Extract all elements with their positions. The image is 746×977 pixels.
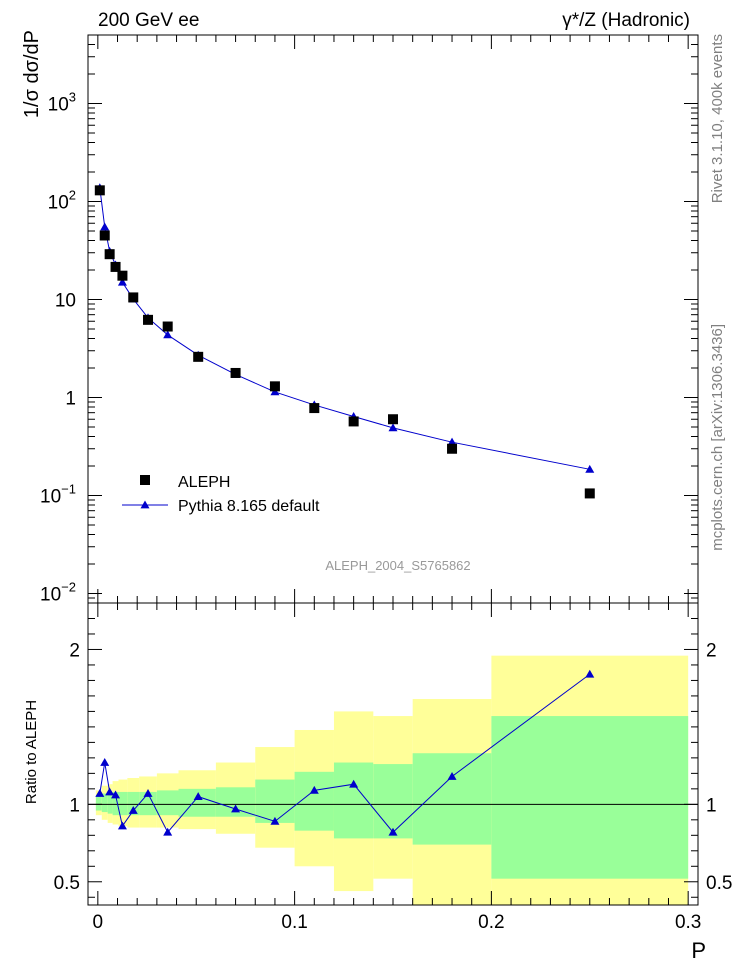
ratio-point [100, 758, 110, 766]
data-point [269, 381, 280, 392]
ratio-point [163, 827, 173, 836]
process-label: γ*/Z (Hadronic) [562, 10, 690, 31]
legend-marker-mc [140, 500, 150, 509]
energy-label: 200 GeV ee [98, 10, 199, 31]
ratio-point [349, 779, 359, 788]
mc-point [270, 387, 280, 396]
main-frame [87, 34, 699, 604]
legend-label-mc: Pythia 8.165 default [178, 498, 320, 515]
ratio-point [111, 790, 121, 799]
stat-uncertainty-band [127, 791, 140, 816]
ratio-point [117, 821, 127, 830]
data-point [128, 292, 139, 303]
stat-uncertainty-band [139, 791, 157, 816]
stat-uncertainty-band [156, 790, 179, 816]
mc-point [447, 437, 457, 446]
mc-point [388, 423, 398, 432]
main-y-axis-label: 1/σ dσ/dP [21, 30, 43, 118]
legend: ALEPH Pythia 8.165 default [122, 474, 320, 515]
legend-marker-data [140, 475, 150, 485]
data-point [348, 416, 359, 427]
analysis-label: ALEPH_2004_S5765862 [325, 558, 470, 573]
x-axis-label: P [691, 938, 706, 963]
stat-uncertainty-band [373, 764, 413, 839]
ratio-y-tick-label: 2 [69, 640, 80, 661]
ratio-point [128, 806, 138, 814]
ratio-point [388, 827, 398, 836]
data-point [309, 403, 320, 414]
ratio-point [447, 771, 457, 780]
data-point [99, 230, 110, 241]
ratio-panel-axes: 0.5 0.5 1 1 2 2 0 0.1 0.2 0.3 [54, 602, 732, 933]
data-point [104, 249, 115, 260]
ratio-point [231, 804, 241, 813]
mc-point [585, 464, 595, 473]
stat-uncertainty-band [118, 791, 128, 816]
ratio-point [193, 792, 203, 800]
ratio-y-axis-label: Ratio to ALEPH [23, 700, 40, 804]
ratio-y-tick-label-right: 2 [706, 640, 717, 661]
data-point [193, 351, 204, 362]
x-tick-label: 0.3 [675, 912, 701, 933]
ratio-point [95, 788, 105, 797]
main-panel-axes: 10−2 10−1 1 10 102 103 [40, 34, 699, 606]
mc-point [100, 222, 110, 231]
data-point [162, 321, 173, 332]
ratio-y-tick-label: 0.5 [54, 873, 80, 894]
data-point [110, 261, 121, 272]
x-tick-label: 0.2 [478, 912, 504, 933]
main-y-tick-label: 10−2 [40, 580, 76, 606]
data-point [117, 270, 128, 281]
stat-uncertainty-band [491, 716, 689, 879]
ratio-y-tick-label-right: 1 [706, 795, 717, 816]
rivet-watermark: Rivet 3.1.10, 400k events [709, 34, 726, 203]
main-panel-marks [94, 183, 595, 499]
ratio-y-tick-label: 1 [69, 795, 80, 816]
data-point [388, 414, 398, 425]
main-y-tick-label: 10 [55, 291, 76, 312]
stat-uncertainty-band [101, 793, 108, 813]
mc-line [99, 187, 590, 470]
data-point [584, 488, 595, 499]
legend-label-data: ALEPH [178, 474, 230, 491]
main-y-tick-label: 10−1 [40, 482, 76, 508]
data-point [447, 443, 458, 454]
ratio-point [105, 787, 115, 796]
stat-uncertainty-band [95, 795, 102, 811]
mcplots-watermark: mcplots.cern.ch [arXiv:1306.3436] [709, 324, 726, 551]
ratio-panel-marks [95, 669, 595, 836]
mc-point [117, 277, 127, 286]
ratio-point [309, 785, 319, 794]
mc-point [163, 330, 173, 339]
main-y-tick-label: 103 [48, 89, 76, 115]
stat-uncertainty-band [107, 793, 113, 814]
data-point [143, 314, 154, 325]
ratio-bands [95, 655, 689, 905]
ratio-point [585, 669, 595, 678]
x-tick-label: 0.1 [281, 912, 307, 933]
stat-uncertainty-band [255, 779, 295, 823]
x-tick-label: 0 [93, 912, 104, 933]
data-point [230, 367, 241, 378]
ratio-point [270, 816, 280, 825]
ratio-point [143, 788, 153, 797]
main-y-tick-label: 102 [48, 188, 76, 214]
main-y-tick-label: 1 [65, 389, 76, 410]
stat-uncertainty-band [412, 753, 492, 845]
ratio-y-tick-label-right: 0.5 [706, 873, 732, 894]
data-point [94, 185, 105, 196]
stat-uncertainty-band [112, 791, 119, 816]
